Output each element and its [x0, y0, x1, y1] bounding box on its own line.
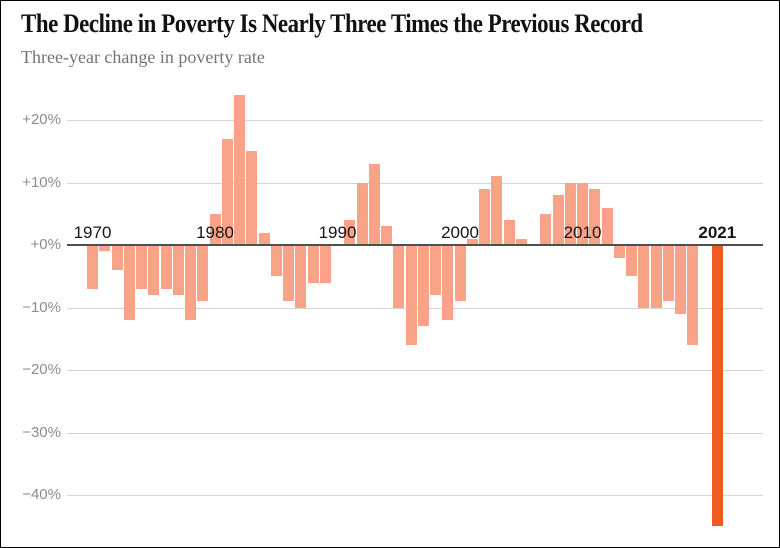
zero-baseline: [67, 244, 763, 246]
y-axis-label--10: −10%: [22, 299, 61, 316]
gridline--30: [67, 433, 763, 434]
bar-1982: [234, 95, 245, 245]
bar-2005: [515, 238, 527, 245]
y-axis-label--30: −30%: [22, 424, 61, 441]
bar-2000: [454, 245, 466, 302]
year-label-1970: 1970: [73, 223, 112, 242]
gridline-10: [67, 183, 763, 184]
bar-1991: [344, 220, 356, 245]
bar-2007: [540, 213, 552, 245]
bar-2010: [577, 182, 588, 245]
bar-1997: [417, 245, 429, 327]
y-axis-label-20: +20%: [22, 111, 61, 128]
bar-2003: [491, 176, 503, 245]
bar-1984: [258, 232, 270, 245]
bar-1995: [393, 245, 405, 308]
year-label-1980: 1980: [196, 223, 234, 242]
bar-2017: [662, 245, 674, 302]
chart-title: The Decline in Poverty Is Nearly Three T…: [21, 9, 643, 38]
bar-2016: [650, 245, 662, 308]
bar-1979: [197, 245, 209, 302]
bar-2021: [711, 245, 723, 527]
bar-1972: [111, 245, 123, 270]
bar-2001: [466, 238, 478, 245]
gridline--40: [67, 495, 763, 496]
bar-2014: [626, 245, 637, 277]
bar-2002: [479, 188, 490, 245]
bar-2019: [687, 245, 699, 345]
bar-2004: [503, 220, 515, 245]
bar-2018: [675, 245, 686, 314]
gridline-20: [67, 120, 763, 121]
gridline--20: [67, 370, 763, 371]
bar-1998: [430, 245, 441, 295]
bar-1976: [160, 245, 172, 289]
bar-1987: [295, 245, 307, 308]
y-axis-label--40: −40%: [22, 486, 61, 503]
bar-1985: [270, 245, 282, 277]
chart-subtitle: Three-year change in poverty rate: [21, 47, 265, 67]
bar-1977: [172, 245, 184, 295]
bar-1992: [356, 182, 368, 245]
bar-1978: [185, 245, 196, 320]
bar-2011: [589, 188, 601, 245]
bar-1996: [405, 245, 417, 345]
year-label-1990: 1990: [318, 223, 357, 242]
bar-1981: [221, 138, 233, 245]
bar-1975: [148, 245, 160, 295]
bar-1983: [246, 151, 258, 245]
bar-1999: [442, 245, 454, 320]
bar-1994: [381, 226, 392, 245]
bar-1974: [136, 245, 147, 289]
year-label-2010: 2010: [563, 223, 602, 242]
bar-1986: [283, 245, 294, 302]
bar-1988: [307, 245, 319, 283]
bar-1971: [99, 245, 111, 252]
bar-1970: [87, 245, 98, 289]
bar-1989: [319, 245, 331, 283]
bar-2008: [552, 195, 564, 245]
year-label-2021: 2021: [698, 223, 737, 242]
bar-2013: [613, 245, 625, 258]
year-label-2000: 2000: [441, 223, 479, 242]
bar-1993: [368, 163, 380, 245]
y-axis-label-10: +10%: [22, 174, 61, 191]
bar-1980: [209, 213, 221, 245]
y-axis-label-0: +0%: [30, 236, 61, 253]
bar-2009: [564, 182, 576, 245]
bar-2015: [638, 245, 650, 308]
y-axis-label--20: −20%: [22, 361, 61, 378]
bar-2012: [601, 207, 613, 245]
bar-1973: [123, 245, 135, 320]
